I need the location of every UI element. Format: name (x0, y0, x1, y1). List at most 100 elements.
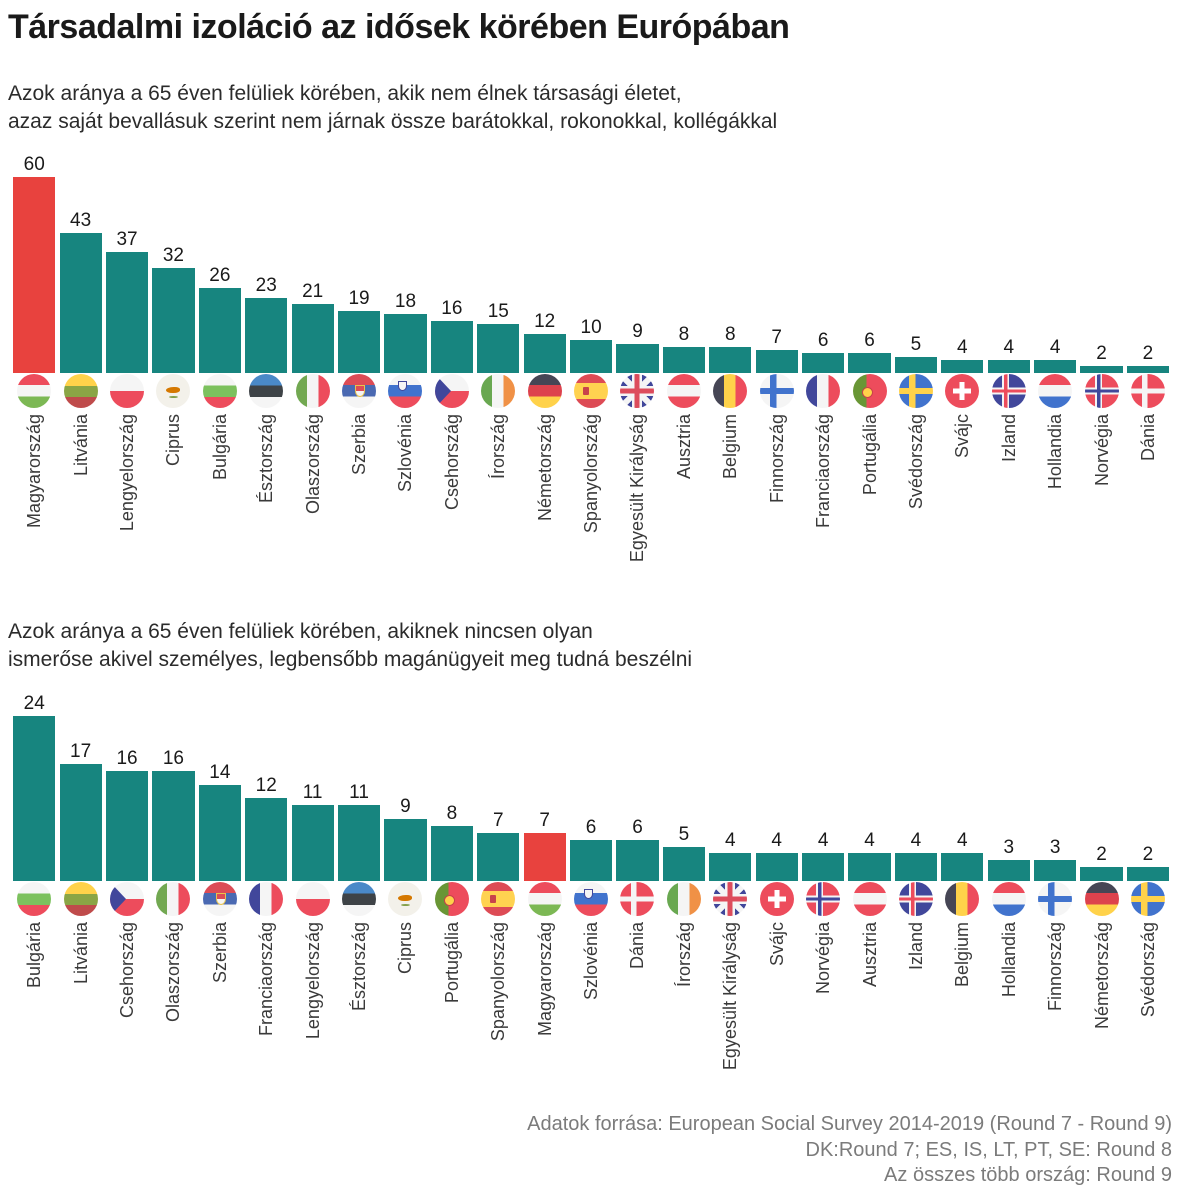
chart1-subtitle-line-1: Azok aránya a 65 éven felüliek körében, … (8, 82, 682, 105)
chart-no-social-life: 60 Magyarország 43 Litvánia 37 Lengyelország 3… (11, 151, 1171, 619)
bar-group: 14 Szerbia (197, 690, 243, 1127)
bar-group: 23 Észtország (243, 151, 289, 619)
flag-icon-pl (110, 374, 145, 408)
flag-icon-no (806, 882, 841, 916)
flag-icon-bg (17, 882, 52, 916)
bar (755, 853, 798, 881)
page-title: Társadalmi izoláció az idősek körében Eu… (8, 8, 790, 46)
bar-value-label: 4 (957, 337, 968, 358)
flag-icon-nl (991, 882, 1026, 916)
bar (245, 298, 288, 373)
bar-group: 37 Lengyelország (104, 151, 150, 619)
flag-icon-dk (620, 882, 655, 916)
bar-group: 8 Belgium (707, 151, 753, 619)
bar-group: 2 Németország (1078, 690, 1124, 1127)
bar-group: 4 Egyesült Királyság (707, 690, 753, 1127)
bar-value-label: 8 (678, 324, 690, 345)
flag-icon-es (574, 374, 609, 408)
source-line-2: DK:Round 7; ES, IS, LT, PT, SE: Round 8 (805, 1138, 1172, 1161)
flag-icon-nl (1038, 374, 1073, 408)
bar-value-label: 9 (632, 321, 643, 342)
flag-icon-ch (945, 374, 980, 408)
flag-icon-ie (481, 374, 516, 408)
bar-value-label: 23 (255, 275, 277, 296)
bar-value-label: 7 (539, 810, 550, 831)
bar-group: 9 Ciprus (382, 690, 428, 1127)
bar-category-label: Magyarország (534, 922, 555, 1037)
bar-value-label: 24 (23, 693, 45, 714)
bar-category-label: Észtország (349, 922, 370, 1012)
flag-icon-lt (63, 882, 98, 916)
flag-icon-si (574, 882, 609, 916)
bar (1034, 360, 1077, 373)
bar-value-label: 9 (400, 796, 411, 817)
flag-icon-de (1084, 882, 1119, 916)
bar-group: 21 Olaszország (289, 151, 335, 619)
bar-value-label: 2 (1142, 343, 1154, 364)
bar-category-label: Svájc (766, 922, 787, 967)
bar-group: 2 Svédország (1125, 690, 1171, 1127)
bar-value-label: 32 (162, 245, 184, 266)
bar-category-label: Magyarország (24, 414, 45, 529)
bar-category-label: Dánia (627, 922, 648, 970)
bar-group: 11 Észtország (336, 690, 382, 1127)
flag-icon-se (898, 374, 933, 408)
bar-category-label: Belgium (952, 922, 973, 988)
bar-category-label: Írország (673, 922, 694, 988)
bar (987, 360, 1030, 373)
bar (848, 353, 891, 373)
bar (894, 853, 938, 881)
bar-highlighted (523, 833, 566, 881)
bar-group: 3 Hollandia (986, 690, 1032, 1127)
bar-group: 4 Ausztria (846, 690, 892, 1127)
flag-icon-ie (666, 882, 701, 916)
bar-group: 4 Svájc (754, 690, 800, 1127)
bar-value-label: 14 (209, 762, 231, 783)
bar (59, 233, 102, 373)
bar-value-label: 6 (864, 330, 875, 351)
bar-value-label: 16 (162, 748, 184, 769)
bar-value-label: 2 (1096, 844, 1107, 865)
bar-value-label: 4 (725, 830, 736, 851)
bar-group: 10 Spanyolország (568, 151, 614, 619)
bar-category-label: Franciaország (813, 414, 834, 529)
flag-icon-ee (249, 374, 284, 408)
chart1-subtitle: Azok aránya a 65 éven felüliek körében, … (8, 80, 777, 136)
bar-value-label: 7 (771, 327, 782, 348)
chart2-subtitle: Azok aránya a 65 éven felüliek körében, … (8, 618, 692, 674)
bar-group: 4 Izland (893, 690, 939, 1127)
flag-icon-ch (759, 882, 794, 916)
bar-category-label: Egyesült Királyság (627, 414, 648, 563)
flag-icon-dk (1130, 374, 1165, 408)
bar-category-label: Szlovénia (581, 922, 602, 1001)
bar (245, 798, 288, 881)
bar-value-label: 10 (580, 317, 602, 338)
bar-group: 6 Franciaország (800, 151, 846, 619)
bar-category-label: Izland (905, 922, 926, 971)
bar-group: 8 Portugália (429, 690, 475, 1127)
bar-category-label: Belgium (720, 414, 741, 480)
bar-category-label: Egyesült Királyság (720, 922, 741, 1071)
flag-icon-is (991, 374, 1026, 408)
flag-icon-cz (434, 374, 469, 408)
bar-category-label: Portugália (859, 414, 880, 496)
bar (848, 853, 891, 881)
bar-group: 3 Finnország (1032, 690, 1078, 1127)
bar-group: 6 Dánia (614, 690, 660, 1127)
flag-icon-fr (249, 882, 284, 916)
flag-icon-at (666, 374, 701, 408)
bar (477, 324, 520, 373)
source-note: Adatok forrása: European Social Survey 2… (527, 1112, 1172, 1189)
source-line-1: Adatok forrása: European Social Survey 2… (527, 1113, 1172, 1135)
bar-category-label: Olaszország (302, 414, 323, 515)
bar-category-label: Lengyelország (302, 922, 323, 1040)
bar (569, 840, 613, 881)
bar (337, 311, 381, 373)
flag-icon-it (295, 374, 330, 408)
bar-value-label: 15 (487, 301, 509, 322)
flag-icon-fi (759, 374, 794, 408)
flag-icon-be (713, 374, 748, 408)
flag-icon-pt (852, 374, 887, 408)
flag-icon-gb (713, 882, 748, 916)
bar-category-label: Lengyelország (117, 414, 138, 532)
